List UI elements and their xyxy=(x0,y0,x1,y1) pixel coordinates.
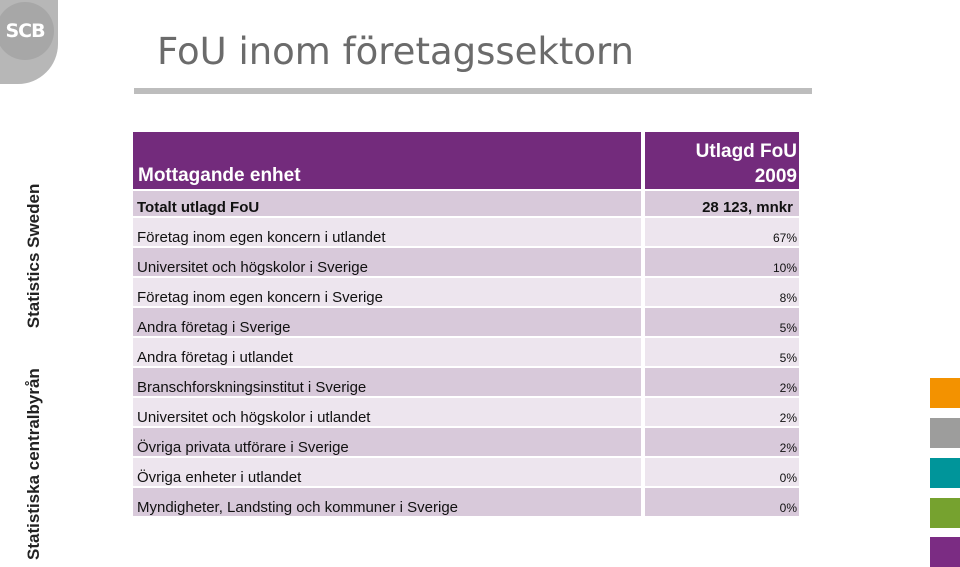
scb-logo-mark: SCB xyxy=(0,2,54,60)
header-recipient: Mottagande enhet xyxy=(133,132,645,189)
row-label: Branschforskningsinstitut i Sverige xyxy=(133,368,645,396)
row-label: Företag inom egen koncern i utlandet xyxy=(133,218,645,246)
row-label: Övriga enheter i utlandet xyxy=(133,458,645,486)
total-value: 28 123, mnkr xyxy=(645,191,799,216)
scb-logo: SCB xyxy=(0,0,58,84)
row-label: Myndigheter, Landsting och kommuner i Sv… xyxy=(133,488,645,516)
row-value: 8% xyxy=(645,278,799,306)
row-value: 0% xyxy=(645,458,799,486)
table-row: Övriga enheter i utlandet 0% xyxy=(133,458,799,486)
table-row: Myndigheter, Landsting och kommuner i Sv… xyxy=(133,488,799,516)
header-spending-year: 2009 xyxy=(754,166,797,187)
fou-table: Mottagande enhet Utlagd FoU 2009 Totalt … xyxy=(133,130,799,518)
table-row: Branschforskningsinstitut i Sverige 2% xyxy=(133,368,799,396)
total-label: Totalt utlagd FoU xyxy=(133,191,645,216)
title-divider xyxy=(134,88,812,94)
row-label: Universitet och högskolor i utlandet xyxy=(133,398,645,426)
side-organization-label: Statistiska centralbyrån Statistics Swed… xyxy=(14,120,54,560)
row-label: Universitet och högskolor i Sverige xyxy=(133,248,645,276)
org-name-sv: Statistiska centralbyrån xyxy=(24,368,43,560)
table-row: Universitet och högskolor i Sverige 10% xyxy=(133,248,799,276)
row-value: 2% xyxy=(645,428,799,456)
color-square xyxy=(930,418,960,448)
row-value: 2% xyxy=(645,398,799,426)
row-label: Andra företag i Sverige xyxy=(133,308,645,336)
row-value: 10% xyxy=(645,248,799,276)
page-title: FoU inom företagssektorn xyxy=(157,30,635,73)
row-label: Företag inom egen koncern i Sverige xyxy=(133,278,645,306)
row-value: 0% xyxy=(645,488,799,516)
color-square xyxy=(930,498,960,528)
table-row: Företag inom egen koncern i utlandet 67% xyxy=(133,218,799,246)
color-square xyxy=(930,458,960,488)
table-total-row: Totalt utlagd FoU 28 123, mnkr xyxy=(133,191,799,216)
color-square xyxy=(930,378,960,408)
table-row: Företag inom egen koncern i Sverige 8% xyxy=(133,278,799,306)
row-value: 2% xyxy=(645,368,799,396)
row-value: 67% xyxy=(645,218,799,246)
row-value: 5% xyxy=(645,338,799,366)
table-header-row: Mottagande enhet Utlagd FoU 2009 xyxy=(133,132,799,189)
row-label: Övriga privata utförare i Sverige xyxy=(133,428,645,456)
org-name-en: Statistics Sweden xyxy=(24,183,43,329)
table-row: Universitet och högskolor i utlandet 2% xyxy=(133,398,799,426)
table-row: Andra företag i utlandet 5% xyxy=(133,338,799,366)
row-value: 5% xyxy=(645,308,799,336)
color-square xyxy=(930,537,960,567)
row-label: Andra företag i utlandet xyxy=(133,338,645,366)
header-spending-label: Utlagd FoU xyxy=(695,141,797,162)
table-row: Andra företag i Sverige 5% xyxy=(133,308,799,336)
table-row: Övriga privata utförare i Sverige 2% xyxy=(133,428,799,456)
header-spending: Utlagd FoU 2009 xyxy=(645,132,799,189)
